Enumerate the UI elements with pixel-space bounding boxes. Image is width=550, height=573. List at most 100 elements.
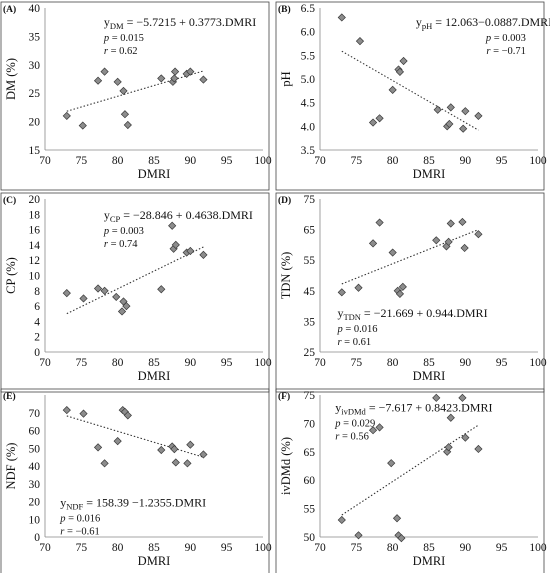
data-point (337, 13, 346, 22)
data-point (446, 103, 455, 112)
x-tick-label: 100 (254, 155, 272, 167)
panel-label: (C) (3, 195, 16, 206)
panel-frame (0, 1, 270, 191)
x-tick-label: 90 (460, 357, 472, 369)
data-point (113, 77, 122, 86)
data-point (112, 292, 121, 302)
x-tick-label: 80 (387, 357, 399, 369)
regression-equation: yivDMd = −7.617 + 0.8423.DMRI (335, 401, 492, 417)
regression-equation: yCP = −28.846 + 0.4638.DMRI (104, 208, 253, 224)
x-tick-label: 100 (254, 542, 272, 554)
data-point (375, 423, 384, 432)
x-axis-label: DMRI (413, 369, 446, 383)
y-tick-label: 25 (304, 347, 316, 359)
y-tick-label: 50 (29, 443, 41, 455)
y-tick-label: 0 (34, 347, 40, 359)
data-point (474, 444, 483, 454)
x-tick-label: 90 (185, 357, 197, 369)
data-point (395, 67, 405, 76)
data-point (123, 411, 132, 420)
x-tick-label: 90 (185, 542, 197, 554)
x-tick-label: 85 (423, 542, 435, 554)
y-tick-label: 2 (34, 332, 40, 344)
x-tick-label: 85 (423, 357, 435, 369)
y-tick-label: 55 (304, 255, 316, 267)
y-tick-label: 75 (304, 194, 316, 206)
p-value-label: p = 0.016 (336, 324, 377, 335)
data-point (186, 67, 195, 76)
data-point (186, 440, 195, 449)
data-point (78, 121, 87, 130)
y-axis-label: pH (279, 71, 293, 86)
data-point (432, 393, 441, 402)
trend-line (66, 415, 204, 458)
x-tick-label: 90 (460, 155, 472, 167)
y-tick-label: 65 (304, 447, 316, 459)
x-tick-label: 75 (76, 155, 88, 167)
panel-label: (D) (278, 195, 291, 206)
regression-equation: yTDN = −21.669 + 0.944.DMRI (337, 306, 487, 322)
r-value-label: r = −0.61 (60, 527, 100, 538)
y-tick-label: 6.0 (301, 27, 316, 39)
chart-panel-4: 70 75 80 85 90 95 100 25 35 45 55 65 75 DMRI TDN (%) (D… (275, 192, 547, 393)
data-point (157, 74, 166, 83)
data-point (458, 217, 467, 227)
data-point (186, 246, 195, 256)
y-tick-label: 25 (29, 88, 41, 100)
data-point (170, 445, 179, 454)
data-point (399, 56, 408, 66)
data-point (157, 285, 166, 294)
y-tick-label: 30 (29, 60, 41, 72)
data-point (354, 283, 363, 292)
x-tick-label: 70 (314, 357, 326, 369)
data-point (446, 413, 455, 422)
data-point (93, 284, 103, 293)
data-point (375, 218, 384, 227)
y-tick-label: 0 (34, 532, 40, 544)
x-tick-label: 75 (351, 542, 363, 554)
y-tick-label: 75 (304, 390, 316, 402)
data-point (444, 443, 453, 452)
y-tick-label: 30 (29, 479, 41, 491)
data-point (444, 237, 453, 246)
x-tick-label: 100 (254, 357, 272, 369)
x-axis-label: DMRI (138, 167, 171, 181)
data-point (183, 459, 192, 468)
data-point (157, 445, 166, 455)
trend-line (341, 424, 479, 516)
regression-equation: yDM = −5.7215 + 0.3773.DMRI (104, 15, 256, 31)
panel-label: (A) (3, 4, 16, 15)
panel-frame (0, 192, 270, 393)
data-point (433, 105, 442, 114)
r-value-label: r = −0.71 (486, 46, 526, 57)
x-tick-label: 70 (39, 357, 51, 369)
data-point (387, 459, 396, 468)
data-point (460, 243, 469, 253)
x-axis-label: DMRI (138, 554, 171, 568)
x-tick-label: 100 (529, 357, 547, 369)
y-tick-label: 16 (29, 225, 41, 237)
x-tick-label: 85 (148, 155, 160, 167)
x-tick-label: 75 (76, 542, 88, 554)
regression-equation: yNDF = 158.39 −1.2355.DMRI (60, 496, 206, 512)
x-tick-label: 90 (185, 155, 197, 167)
x-axis-label: DMRI (138, 369, 171, 383)
x-tick-label: 80 (112, 357, 124, 369)
x-tick-label: 95 (496, 357, 508, 369)
y-tick-label: 10 (29, 271, 41, 283)
panel-frame (275, 1, 545, 191)
data-point (446, 219, 455, 228)
data-point (171, 240, 180, 249)
data-point (170, 67, 180, 76)
data-point (79, 409, 88, 418)
panel-label: (B) (278, 4, 291, 15)
y-axis-label: NDF (%) (4, 443, 18, 490)
data-point (474, 111, 483, 121)
data-point (395, 289, 405, 298)
data-point (432, 236, 441, 245)
p-value-label: p = 0.003 (103, 226, 144, 237)
x-tick-label: 85 (148, 357, 160, 369)
data-point (443, 447, 452, 456)
x-tick-label: 95 (496, 542, 508, 554)
